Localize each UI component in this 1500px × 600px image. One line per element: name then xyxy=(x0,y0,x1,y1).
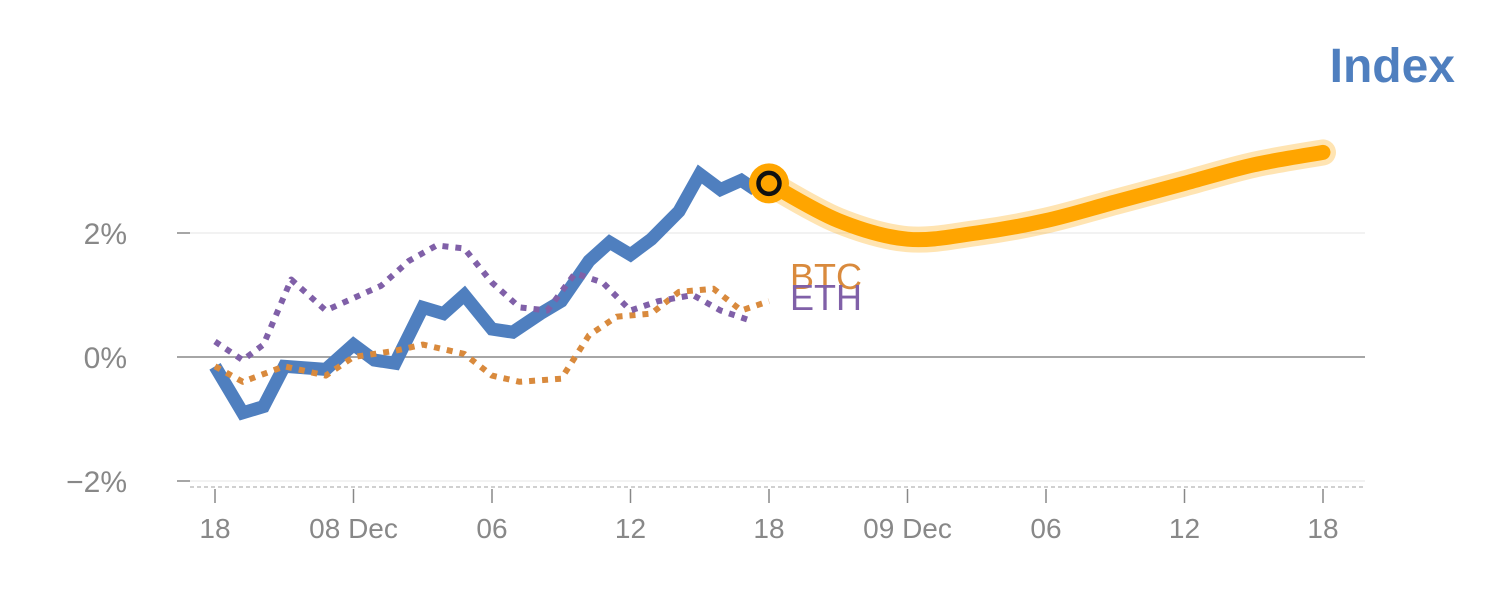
y-tick-label: −2% xyxy=(66,466,127,499)
x-tick-label: 12 xyxy=(1169,513,1200,544)
x-tick-label: 18 xyxy=(1307,513,1338,544)
x-tick-label: 06 xyxy=(1030,513,1061,544)
axes: 2% 0% −2% 18 08 Dec 06 12 18 09 Dec 06 12 18 xyxy=(66,218,1365,544)
eth-line xyxy=(213,242,750,364)
x-tick-label: 06 xyxy=(476,513,507,544)
x-tick-label: 08 Dec xyxy=(309,513,398,544)
x-tick-label: 18 xyxy=(753,513,784,544)
forecast-start-marker xyxy=(756,170,782,197)
series xyxy=(209,139,1336,421)
index-forecast-line xyxy=(761,144,1331,248)
chart-title: Index xyxy=(1330,40,1456,93)
index-line xyxy=(209,164,759,421)
x-tick-label: 18 xyxy=(199,513,230,544)
series-label-btc: BTC xyxy=(790,256,862,297)
x-tick-label: 12 xyxy=(615,513,646,544)
series-label-eth: ETH xyxy=(790,277,862,318)
x-tick-label: 09 Dec xyxy=(863,513,952,544)
y-tick-label: 0% xyxy=(84,342,127,375)
btc-line xyxy=(213,285,770,385)
y-tick-label: 2% xyxy=(84,218,127,251)
